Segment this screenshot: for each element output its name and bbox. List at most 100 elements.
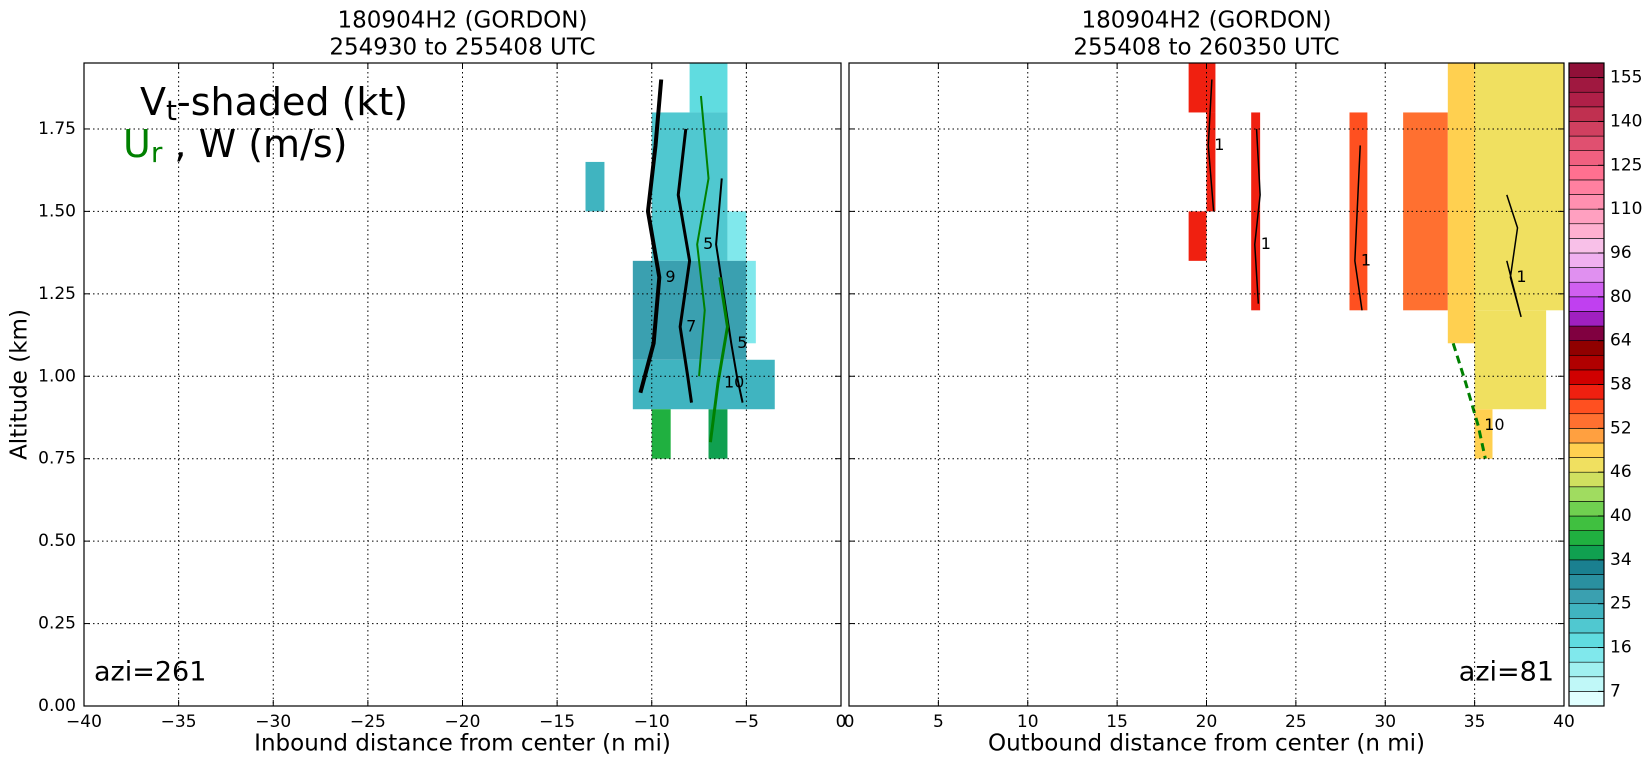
x-tick-label: −5 — [734, 712, 759, 732]
colorbar-segment — [1568, 62, 1605, 78]
colorbar-segment — [1568, 457, 1605, 473]
chart-title: 180904H2 (GORDON) — [338, 8, 588, 34]
y-tick-label: 0.50 — [38, 531, 76, 551]
colorbar-segment — [1568, 501, 1605, 517]
contour-line — [1354, 145, 1363, 311]
x-tick-label: 40 — [1553, 712, 1575, 732]
colorbar-segment — [1568, 223, 1605, 239]
y-tick-label: 1.00 — [38, 366, 76, 386]
y-axis-label: Altitude (km) — [7, 309, 33, 460]
axes-frame — [848, 62, 1565, 707]
colorbar-segment — [1568, 691, 1605, 707]
colorbar-segment — [1568, 618, 1605, 634]
contour-label: 1 — [1516, 267, 1526, 286]
colorbar-segment — [1568, 369, 1605, 385]
colorbar-segment — [1568, 398, 1605, 415]
contour-label: 10 — [724, 372, 744, 391]
colorbar-segment — [1568, 544, 1605, 561]
colorbar-segment — [1568, 486, 1605, 502]
contour-line — [1207, 79, 1215, 212]
colorbar-tick-label: 125 — [1610, 155, 1642, 175]
colorbar-tick-label: 52 — [1610, 418, 1632, 438]
shaded-cell — [1251, 112, 1261, 311]
colorbar-segment — [1568, 384, 1605, 400]
colorbar-segment — [1568, 296, 1605, 312]
y-tick-label: 1.75 — [38, 119, 76, 139]
shaded-cell — [651, 112, 728, 261]
x-tick-label: 30 — [1374, 712, 1396, 732]
chart-title: 255408 to 260350 UTC — [1073, 35, 1339, 61]
y-tick-label: 0.25 — [38, 614, 76, 634]
colorbar-tick-label: 140 — [1610, 111, 1642, 131]
colorbar-segment — [1568, 150, 1605, 166]
colorbar-segment — [1568, 164, 1605, 181]
x-tick-label: 20 — [1196, 712, 1218, 732]
axes-frame — [83, 62, 842, 707]
chart-title: 254930 to 255408 UTC — [329, 35, 595, 61]
colorbar-segment — [1568, 515, 1605, 531]
shaded-cell — [1474, 63, 1564, 311]
contour-line — [1451, 342, 1487, 460]
shaded-cell — [1474, 409, 1493, 459]
shaded-cell — [632, 359, 775, 410]
legend-line: Vt-shaded (kt) — [140, 80, 408, 128]
x-tick-label: 0 — [844, 712, 855, 732]
colorbar-tick-label: 64 — [1610, 331, 1632, 351]
legend-text: -shaded (kt) — [177, 80, 408, 124]
shaded-cell — [1447, 63, 1475, 344]
colorbar-segment — [1568, 588, 1605, 605]
contour-line — [696, 95, 710, 377]
colorbar-segment — [1568, 267, 1605, 283]
x-tick-label: −40 — [66, 712, 102, 732]
legend-text: , W (m/s) — [162, 122, 347, 166]
colorbar-segment — [1568, 106, 1605, 122]
y-tick-label: 1.25 — [38, 284, 76, 304]
colorbar-segment — [1568, 135, 1605, 151]
contour-label: 1 — [1214, 135, 1224, 154]
x-tick-label: 5 — [933, 712, 944, 732]
shaded-cell — [727, 211, 747, 261]
colorbar-tick-label: 46 — [1610, 462, 1632, 482]
colorbar-segment — [1568, 603, 1605, 619]
x-tick-label: −25 — [350, 712, 386, 732]
shaded-cell — [651, 409, 671, 459]
colorbar-segment — [1568, 413, 1605, 429]
colorbar-segment — [1568, 574, 1605, 590]
chart-title: 180904H2 (GORDON) — [1082, 8, 1332, 34]
colorbar-segment — [1568, 121, 1605, 137]
colorbar-segment — [1568, 252, 1605, 268]
colorbar-segment — [1568, 647, 1605, 663]
shaded-cell — [632, 260, 747, 360]
contour-label: 7 — [686, 316, 696, 335]
x-tick-label: −20 — [445, 712, 481, 732]
legend-line: Ur , W (m/s) — [123, 122, 348, 170]
colorbar-segment — [1568, 77, 1605, 93]
colorbar-tick-label: 34 — [1610, 550, 1632, 570]
colorbar-segment — [1568, 194, 1605, 210]
colorbar-segment — [1568, 91, 1605, 108]
colorbar-tick-label: 16 — [1610, 638, 1632, 658]
colorbar-tick-label: 40 — [1610, 506, 1632, 526]
colorbar-segment — [1568, 311, 1605, 327]
shaded-cell — [1474, 310, 1547, 410]
colorbar-segment — [1568, 661, 1605, 678]
colorbar-segment — [1568, 354, 1605, 371]
x-tick-label: −10 — [634, 712, 670, 732]
colorbar-segment — [1568, 471, 1605, 488]
contour-line — [708, 277, 729, 443]
colorbar-segment — [1568, 530, 1605, 546]
colorbar-tick-label: 7 — [1610, 681, 1621, 701]
contour-line — [1506, 194, 1522, 318]
x-tick-label: −30 — [255, 712, 291, 732]
legend-text: t — [166, 94, 177, 127]
colorbar-segment — [1568, 676, 1605, 692]
colorbar-segment — [1568, 559, 1605, 575]
colorbar-segment — [1568, 340, 1605, 356]
colorbar-segment — [1568, 442, 1605, 458]
colorbar-segment — [1568, 632, 1605, 648]
x-tick-label: 35 — [1464, 712, 1486, 732]
colorbar-segment — [1568, 428, 1605, 444]
contour-line — [676, 128, 693, 403]
contour-label: 1 — [1261, 234, 1271, 253]
